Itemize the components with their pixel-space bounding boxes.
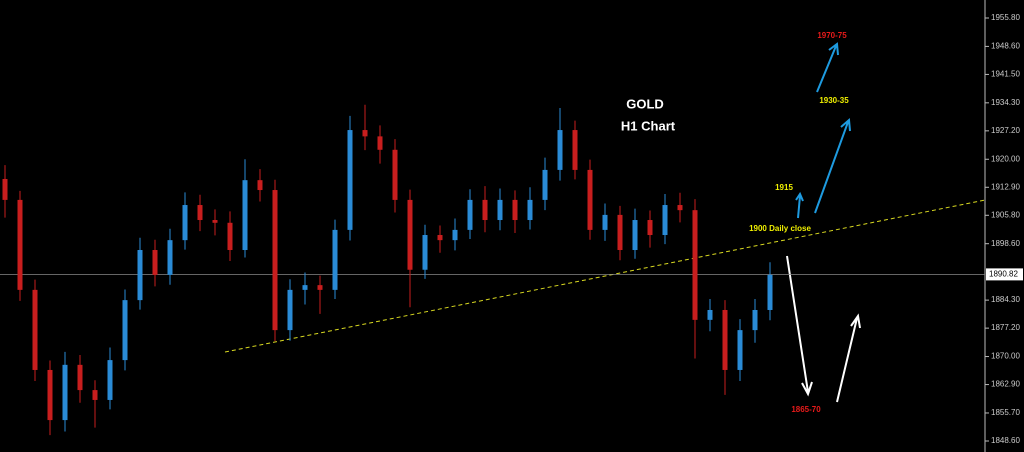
candle-body [62,364,68,421]
annotation: 1865-70 [791,405,821,414]
y-tick-label: 1927.20 [991,126,1020,135]
candle-body [2,178,8,200]
candle-body [602,214,608,230]
candle-body [107,360,113,400]
candle-body [212,220,218,223]
y-tick-label: 1898.60 [991,239,1020,248]
candle-body [767,274,773,310]
y-tick-label: 1855.70 [991,408,1020,417]
y-tick-label: 1920.00 [991,154,1020,163]
candle-body [32,289,38,370]
candle-body [197,205,203,221]
y-tick-label: 1870.00 [991,352,1020,361]
candle-body [272,190,278,331]
candle-body [332,229,338,290]
candle-body [407,199,413,270]
candle-body [47,369,53,421]
candle-body [587,169,593,230]
arrow [786,255,813,397]
arrows [786,42,861,403]
candle-body [17,199,23,290]
candle-body [122,300,128,361]
candle-body [152,250,158,275]
arrow [814,117,851,214]
candle-body [392,149,398,200]
candle-body [302,285,308,290]
candle-body [737,330,743,370]
candle-body [572,130,578,170]
candle-body [662,205,668,236]
candle-body [482,199,488,221]
candle-body [167,240,173,275]
annotation: 1900 Daily close [749,224,811,233]
candle-body [707,309,713,320]
y-tick-label: 1948.60 [991,42,1020,51]
candle-body [257,180,263,191]
y-tick-label: 1955.80 [991,13,1020,22]
y-tick-label: 1912.90 [991,182,1020,191]
candle-body [557,130,563,170]
y-tick-label: 1862.90 [991,380,1020,389]
candle-body [242,180,248,251]
candle-body [377,136,383,150]
candle-body [92,390,98,400]
arrow [816,42,839,93]
candle-body [182,205,188,241]
candle-body [692,210,698,320]
candle-body [497,199,503,221]
annotation: 1970-75 [817,31,847,40]
candle-body [137,250,143,301]
y-tick-label: 1877.20 [991,323,1020,332]
candle-body [362,130,368,137]
candle-body [542,169,548,200]
candle-body [527,199,533,221]
current-price-box [986,268,1023,281]
candle-body [317,285,323,290]
candle-body [227,222,233,251]
annotation: 1930-35 [819,96,849,105]
annotation: 1915 [775,183,793,192]
candle-body [467,199,473,230]
candle-body [752,309,758,331]
arrow [795,191,804,219]
y-tick-label: 1905.80 [991,210,1020,219]
candle-body [437,235,443,241]
candle-body [347,130,353,230]
candle-body [452,229,458,241]
y-tick-label: 1934.30 [991,98,1020,107]
chart-subtitle: H1 Chart [621,118,676,133]
current-price-label: 1890.82 [989,270,1018,279]
y-tick-label: 1884.30 [991,295,1020,304]
candle-body [617,214,623,251]
arrow [836,313,861,403]
candle-body [422,235,428,270]
y-tick-label: 1848.60 [991,436,1020,445]
y-tick-label: 1941.50 [991,70,1020,79]
candle-body [647,220,653,236]
candle-body [77,364,83,391]
candle-body [512,199,518,221]
trendline [224,199,986,353]
chart-title: GOLD [626,96,664,111]
candle-body [287,289,293,331]
candle-body [722,309,728,370]
candle-body [632,220,638,251]
candle-body [677,205,683,211]
